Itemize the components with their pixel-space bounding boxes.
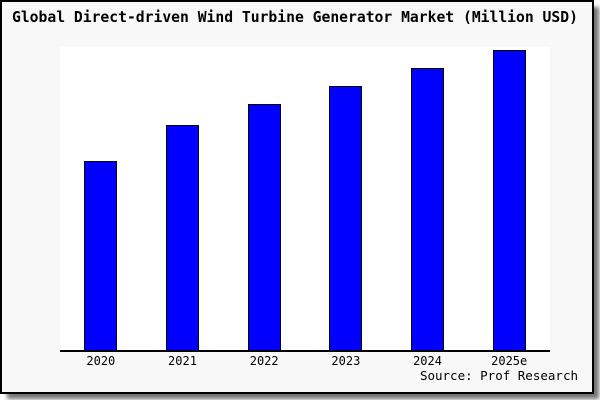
x-tick-label-2021: 2021 [168,354,197,368]
x-axis-labels: 2020 2021 2022 2023 2024 2025e [60,354,550,368]
bar-slot-2022 [223,47,305,350]
bar-2022 [247,104,281,350]
x-tick-label-2020: 2020 [86,354,116,368]
x-tick-label-2024: 2024 [413,354,442,368]
bar-2025e [492,50,526,350]
bar-slot-2023 [305,47,387,350]
x-tick-label-2023: 2023 [331,354,361,368]
chart-title: Global Direct-driven Wind Turbine Genera… [12,9,578,26]
bar-slot-2024 [387,47,469,350]
chart-frame: Global Direct-driven Wind Turbine Genera… [0,0,594,394]
x-tick-label-2025e: 2025e [491,354,528,368]
bars-container [60,47,550,350]
x-tick-label-2022: 2022 [249,354,279,368]
source-text: Source: Prof Research [419,368,578,383]
bar-slot-2025e [468,47,550,350]
plot-area [60,47,550,352]
bar-slot-2020 [60,47,142,350]
bar-2024 [411,68,445,350]
bar-2023 [329,86,363,350]
bar-slot-2021 [142,47,224,350]
bar-2021 [166,125,199,350]
bar-2020 [84,161,118,350]
